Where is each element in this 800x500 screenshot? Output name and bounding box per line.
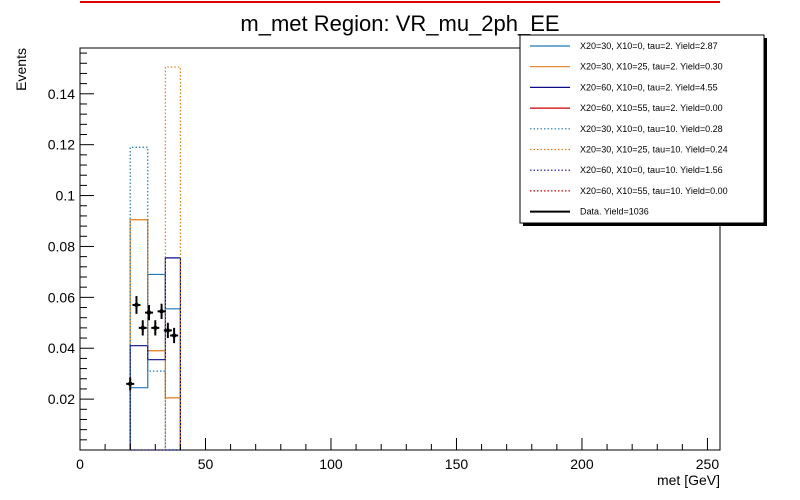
data-points-layer <box>126 296 179 391</box>
legend-label-1: X20=30, X10=0, tau=2. Yield=2.87 <box>580 41 718 51</box>
legend-label-8: X20=60, X10=55, tau=10. Yield=0.00 <box>580 186 728 196</box>
data-point <box>140 325 145 331</box>
histogram-series-2 <box>129 219 181 450</box>
legend-label-2: X20=30, X10=25, tau=2. Yield=0.30 <box>580 62 723 72</box>
x-tick-label: 250 <box>696 456 720 472</box>
x-tick-label: 200 <box>570 456 594 472</box>
data-point <box>159 309 164 314</box>
y-tick-label: 0.1 <box>56 188 76 204</box>
y-tick-label: 0.06 <box>48 289 75 305</box>
x-tick-label: 50 <box>198 456 214 472</box>
x-axis-label: met [GeV] <box>657 472 720 488</box>
data-point <box>127 381 133 387</box>
x-tick-label: 0 <box>76 456 84 472</box>
plot-area: 0.02 0.04 0.06 0.08 0.1 0.12 0.14 0 50 100 150 200… <box>48 47 721 472</box>
data-point <box>153 325 158 331</box>
legend-label-4: X20=60, X10=55, tau=2. Yield=0.00 <box>580 103 723 113</box>
legend-label-3: X20=60, X10=0, tau=2. Yield=4.55 <box>580 82 718 92</box>
y-tick-label: 0.14 <box>48 86 75 102</box>
histogram-series-3 <box>129 257 181 450</box>
y-axis-label: Events <box>13 48 29 91</box>
chart-title: m_met Region: VR_mu_2ph_EE <box>240 11 559 36</box>
x-tick-label: 150 <box>445 456 469 472</box>
y-tick-label: 0.04 <box>48 340 75 356</box>
plot-frame <box>79 47 721 451</box>
legend-label-5: X20=30, X10=0, tau=10. Yield=0.28 <box>580 124 723 134</box>
histogram-layer <box>129 66 181 451</box>
x-tick-label: 100 <box>319 456 343 472</box>
x-axis: 0 50 100 150 200 250 <box>76 438 719 472</box>
data-point <box>165 328 171 333</box>
y-tick-label: 0.02 <box>48 391 75 407</box>
data-point <box>134 302 139 308</box>
y-tick-label: 0.12 <box>48 137 75 153</box>
legend-label-9: Data. Yield=1036 <box>580 207 649 217</box>
data-point <box>146 310 152 315</box>
y-axis: 0.02 0.04 0.06 0.08 0.1 0.12 0.14 <box>48 52 94 451</box>
histogram-series-5 <box>129 146 181 451</box>
legend-items: X20=30, X10=0, tau=2. Yield=2.87 X20=30, … <box>530 41 728 217</box>
histogram-series-1 <box>129 273 181 450</box>
legend: X20=30, X10=0, tau=2. Yield=2.87 X20=30, … <box>519 34 767 226</box>
legend-label-7: X20=60, X10=0, tau=10. Yield=1.56 <box>580 165 723 175</box>
data-point <box>171 333 177 338</box>
y-tick-label: 0.08 <box>48 238 75 254</box>
histogram-series-6 <box>130 66 181 451</box>
legend-label-6: X20=30, X10=25, tau=10. Yield=0.24 <box>580 145 728 155</box>
